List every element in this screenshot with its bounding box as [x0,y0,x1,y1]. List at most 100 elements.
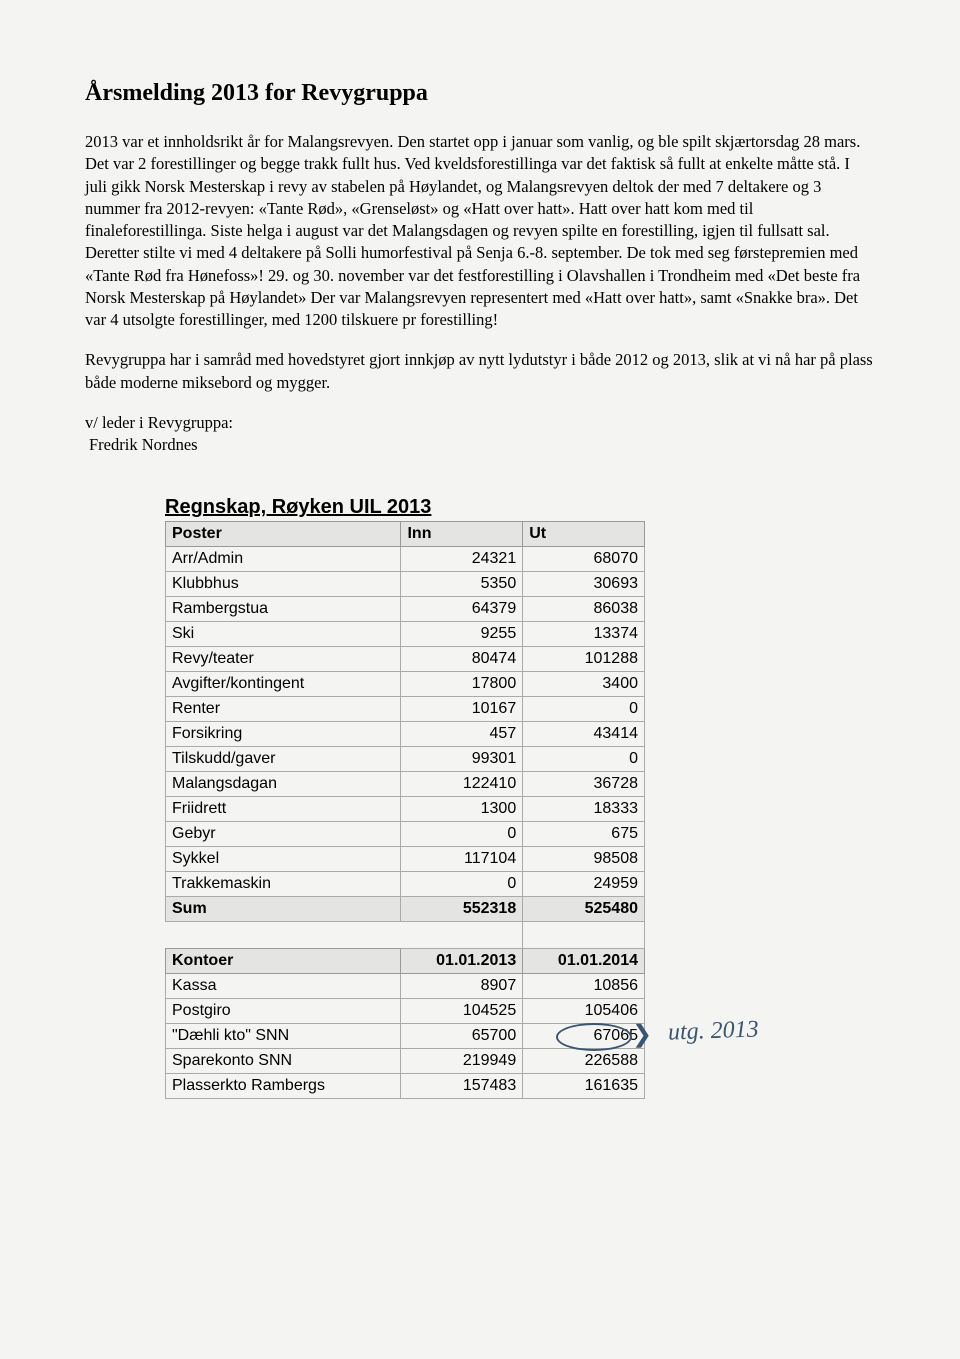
header-ut: Ut [523,522,645,547]
handwritten-note: utg. 2013 [668,1016,760,1046]
cell-ut: 13374 [523,622,645,647]
cell-label: Plasserkto Rambergs [166,1074,401,1099]
cell-label: Forsikring [166,722,401,747]
cell-inn: 24321 [401,547,523,572]
paragraph-1: 2013 var et innholdsrikt år for Malangsr… [85,131,875,331]
cell-c2: 67065 [523,1024,645,1049]
cell-inn: 1300 [401,797,523,822]
cell-c2: 226588 [523,1049,645,1074]
cell-label: Postgiro [166,999,401,1024]
cell-inn: 0 [401,822,523,847]
accounts-title: Regnskap, Røyken UIL 2013 [165,496,645,519]
cell-c1: 8907 [401,974,523,999]
table-row: Plasserkto Rambergs157483161635 [166,1074,645,1099]
kontoer-header-c1: 01.01.2013 [401,949,523,974]
cell-inn: 117104 [401,847,523,872]
cell-ut: 36728 [523,772,645,797]
cell-label: Sparekonto SNN [166,1049,401,1074]
cell-c2: 10856 [523,974,645,999]
cell-inn: 0 [401,872,523,897]
table-row: Revy/teater80474101288 [166,647,645,672]
cell-label: Tilskudd/gaver [166,747,401,772]
cell-inn: 80474 [401,647,523,672]
cell-inn: 64379 [401,597,523,622]
table-row: Sparekonto SNN219949226588 [166,1049,645,1074]
cell-ut: 0 [523,697,645,722]
header-inn: Inn [401,522,523,547]
cell-ut: 68070 [523,547,645,572]
cell-label: Revy/teater [166,647,401,672]
cell-label: Klubbhus [166,572,401,597]
cell-inn: 99301 [401,747,523,772]
cell-ut: 43414 [523,722,645,747]
cell-inn: 9255 [401,622,523,647]
cell-inn: 5350 [401,572,523,597]
cell-inn: 457 [401,722,523,747]
cell-c1: 104525 [401,999,523,1024]
cell-label: "Dæhli kto" SNN [166,1024,401,1049]
table-row: Rambergstua6437986038 [166,597,645,622]
cell-inn: 10167 [401,697,523,722]
sum-label: Sum [166,897,401,922]
signature-line-1: v/ leder i Revygruppa: [85,412,875,434]
cell-ut: 101288 [523,647,645,672]
signature-line-2: Fredrik Nordnes [85,434,875,456]
table-row: "Dæhli kto" SNN6570067065 [166,1024,645,1049]
table-row: Trakkemaskin024959 [166,872,645,897]
table-row: Ski925513374 [166,622,645,647]
cell-c1: 157483 [401,1074,523,1099]
cell-label: Rambergstua [166,597,401,622]
table-row: Friidrett130018333 [166,797,645,822]
signature-block: v/ leder i Revygruppa: Fredrik Nordnes [85,412,875,457]
cell-ut: 3400 [523,672,645,697]
page-title: Årsmelding 2013 for Revygruppa [85,80,875,107]
sum-row: Sum 552318 525480 [166,897,645,922]
cell-label: Kassa [166,974,401,999]
document-page: Årsmelding 2013 for Revygruppa 2013 var … [0,0,960,1359]
cell-label: Renter [166,697,401,722]
cell-inn: 122410 [401,772,523,797]
table-row: Avgifter/kontingent178003400 [166,672,645,697]
cell-c1: 65700 [401,1024,523,1049]
cell-label: Sykkel [166,847,401,872]
cell-label: Gebyr [166,822,401,847]
cell-label: Friidrett [166,797,401,822]
cell-ut: 86038 [523,597,645,622]
kontoer-header-row: Kontoer 01.01.2013 01.01.2014 [166,949,645,974]
kontoer-header-c2: 01.01.2014 [523,949,645,974]
cell-ut: 24959 [523,872,645,897]
sum-inn: 552318 [401,897,523,922]
accounts-table: Poster Inn Ut Arr/Admin2432168070Klubbhu… [165,521,645,1099]
cell-c2: 161635 [523,1074,645,1099]
table-row: Postgiro104525105406 [166,999,645,1024]
table-row: Malangsdagan12241036728 [166,772,645,797]
spacer-row [166,922,645,949]
cell-ut: 98508 [523,847,645,872]
cell-ut: 0 [523,747,645,772]
cell-label: Trakkemaskin [166,872,401,897]
cell-inn: 17800 [401,672,523,697]
table-row: Arr/Admin2432168070 [166,547,645,572]
table-row: Klubbhus535030693 [166,572,645,597]
table-row: Gebyr0675 [166,822,645,847]
table-header-row: Poster Inn Ut [166,522,645,547]
table-row: Kassa890710856 [166,974,645,999]
accounts-section: Regnskap, Røyken UIL 2013 Poster Inn Ut … [165,496,645,1099]
cell-label: Arr/Admin [166,547,401,572]
table-row: Forsikring45743414 [166,722,645,747]
table-row: Renter101670 [166,697,645,722]
header-poster: Poster [166,522,401,547]
kontoer-header-label: Kontoer [166,949,401,974]
cell-label: Avgifter/kontingent [166,672,401,697]
cell-label: Malangsdagan [166,772,401,797]
cell-c1: 219949 [401,1049,523,1074]
paragraph-2: Revygruppa har i samråd med hovedstyret … [85,349,875,394]
table-row: Tilskudd/gaver993010 [166,747,645,772]
cell-ut: 18333 [523,797,645,822]
sum-ut: 525480 [523,897,645,922]
table-row: Sykkel11710498508 [166,847,645,872]
cell-c2: 105406 [523,999,645,1024]
cell-label: Ski [166,622,401,647]
cell-ut: 675 [523,822,645,847]
cell-ut: 30693 [523,572,645,597]
